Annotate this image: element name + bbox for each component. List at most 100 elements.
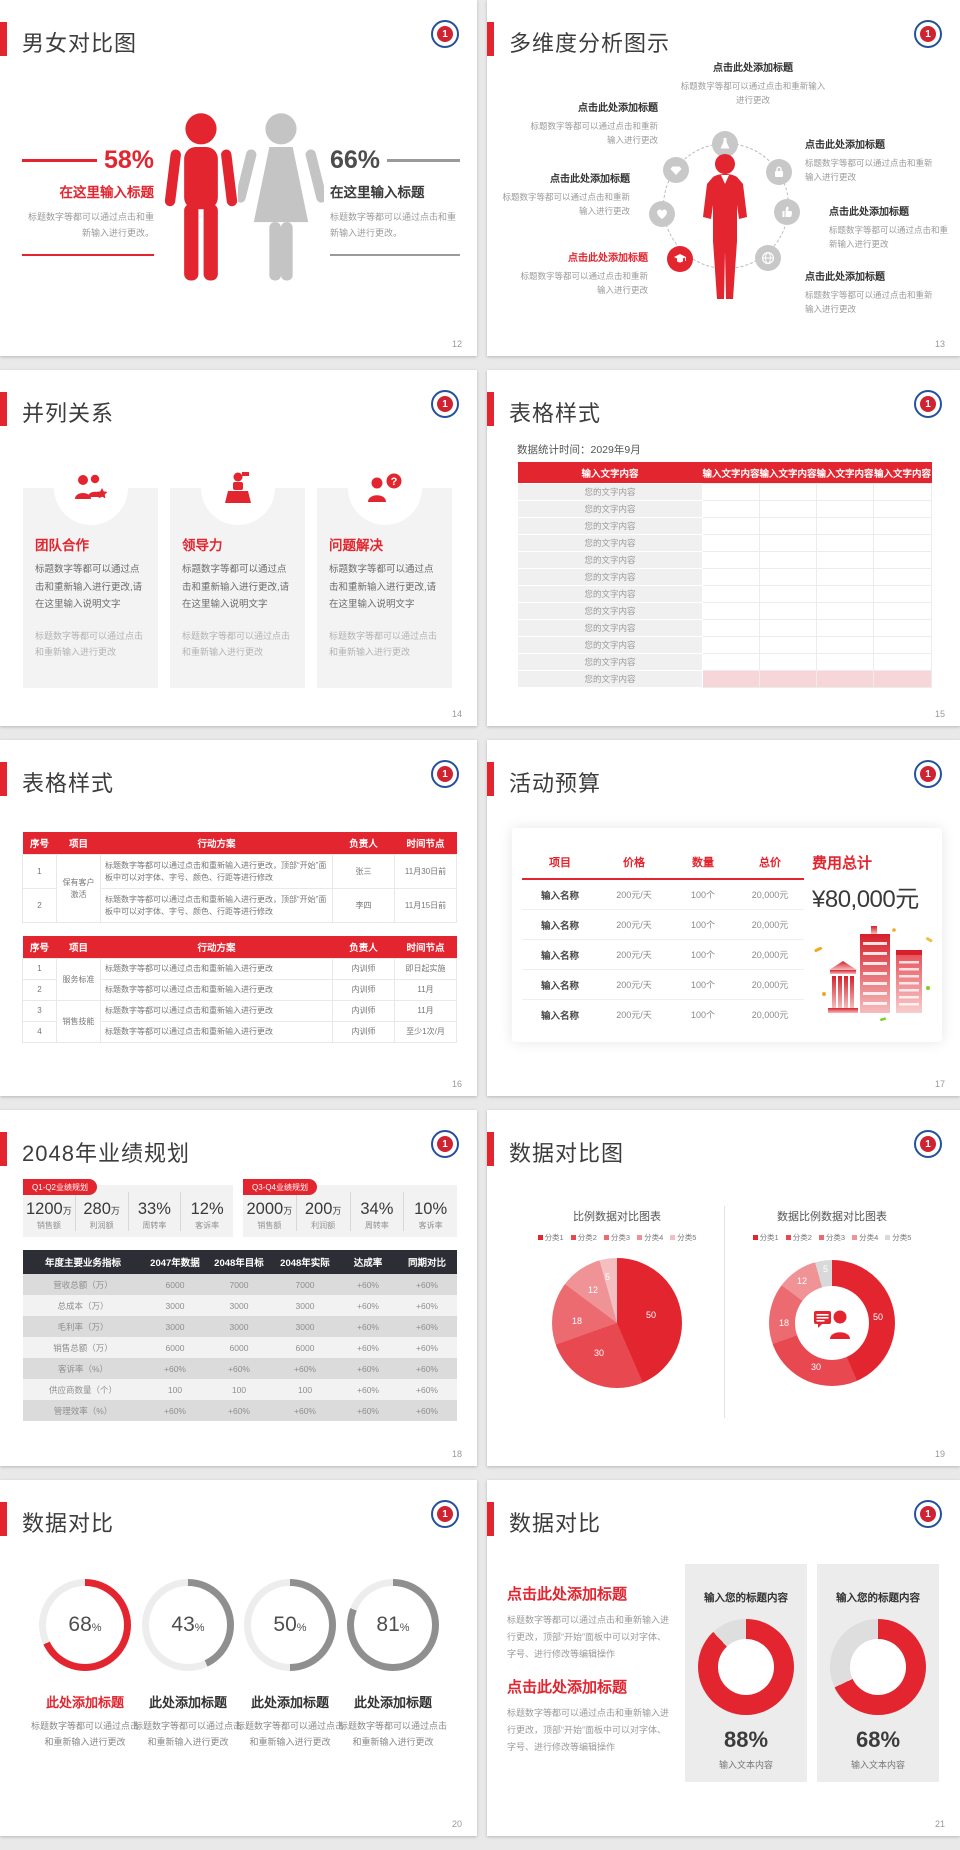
cell: 营收总额（万）	[23, 1274, 143, 1295]
table-row: 您的文字内容	[517, 602, 932, 620]
stat-value: 1200	[26, 1199, 63, 1218]
budget-card: 项目 价格 数量 总价 输入名称 200元/天 100个 20,000元 输入名称 20…	[512, 828, 942, 1042]
cell: 3000	[271, 1316, 339, 1337]
card-heading: 领导力	[182, 538, 223, 553]
column-header: 输入文字内容	[759, 462, 817, 484]
table-row: 3 销售技能 标题数字等都可以通过点击和重新输入进行更改 内训师 11月	[22, 1000, 457, 1043]
empty-cell	[873, 653, 932, 671]
legend-label: 分类4	[859, 1233, 879, 1242]
legend-label: 分类2	[792, 1233, 812, 1242]
stat-unit: 万	[62, 1205, 72, 1216]
empty-cell	[759, 500, 817, 518]
page-title: 数据对比	[509, 1511, 602, 1536]
slide-16-preview[interactable]: 表格样式 1 序号 项目 行动方案 负责人 时间节点 1 保有客户激活 标题数字等都可以…	[0, 740, 477, 1096]
cell: +60%	[397, 1337, 457, 1358]
card-body: 标题数字等都可以通过点击和重新输入进行更改,请在这里输入说明文字	[182, 564, 290, 611]
column-header: 达成率	[339, 1250, 397, 1274]
item-total: 20,000元	[751, 950, 789, 960]
donut-hole	[795, 1286, 869, 1360]
column-header: 价格	[623, 857, 645, 869]
stat-label: 周转率	[364, 1220, 389, 1230]
donut-card-2: 输入您的标题内容 68% 输入文本内容	[817, 1564, 939, 1782]
table-row: 毛利率（万） 3000 3000 3000 +60% +60%	[23, 1316, 457, 1337]
kpi-stat: 34% 周转率	[351, 1191, 405, 1231]
empty-cell	[759, 483, 817, 501]
slice-label: 12	[588, 1285, 599, 1295]
ring-center: 68%	[46, 1586, 124, 1664]
column-header: 同期对比	[397, 1250, 457, 1274]
page-title: 表格样式	[22, 771, 115, 796]
owner-cell: 张三	[332, 854, 395, 889]
cell: +60%	[143, 1358, 207, 1379]
female-body: 标题数字等都可以通过点击和重新输入进行更改。	[330, 212, 457, 239]
card-note: 标题数字等都可以通过点击和重新输入进行更改	[35, 630, 144, 657]
item-name: 输入名称	[540, 890, 579, 902]
item-qty: 100个	[690, 890, 716, 900]
legend-label: 分类2	[577, 1233, 597, 1242]
slide-15-preview[interactable]: 表格样式 1 数据统计时间：2029年9月 输入文字内容 输入文字内容 输入文字内容…	[487, 370, 960, 726]
progress-ring-1: 68%	[39, 1579, 131, 1671]
legend-swatch	[852, 1235, 858, 1240]
row-no: 1	[22, 958, 57, 980]
legend-swatch	[637, 1235, 643, 1240]
plan-cell: 标题数字等都可以通过点击和重新输入进行更改	[100, 1021, 333, 1043]
stat-unit: 万	[283, 1205, 293, 1216]
cell: 3000	[143, 1295, 207, 1316]
row-label: 您的文字内容	[517, 483, 703, 501]
empty-cell	[816, 500, 874, 518]
table-header-row: 年度主要业务指标 2047年数据 2048年目标 2048年实际 达成率 同期对比	[23, 1250, 457, 1274]
empty-cell	[816, 636, 874, 654]
slide-14-preview[interactable]: 并列关系 1 团队合作 标题数字等都可以通过点击和重新输入进行更改,请在这里输入…	[0, 370, 477, 726]
item-price: 200元/天	[616, 920, 652, 930]
male-heading: 在这里输入标题	[59, 185, 155, 200]
column-header: 项目	[549, 857, 571, 869]
feature-body: 标题数字等都可以通过点击和重新输入进行更改	[680, 81, 826, 106]
cell: +60%	[271, 1400, 339, 1421]
slide-19-preview[interactable]: 数据对比图 1 比例数据对比图表 分类1 分类2 分类3 分类4 分类5 50 …	[487, 1110, 960, 1466]
slide-21-preview[interactable]: 数据对比 1 点击此处添加标题 标题数字等都可以通过点击和重新输入进行更改，顶部…	[487, 1480, 960, 1836]
row-label: 您的文字内容	[517, 636, 703, 654]
column-header: 项目	[56, 936, 101, 959]
feature-block-right: 点击此处添加标题 标题数字等都可以通过点击和重新输入进行更改	[829, 206, 955, 252]
row-label: 您的文字内容	[517, 500, 703, 518]
feature-title: 点击此处添加标题	[829, 207, 909, 218]
donut-progress-1	[698, 1619, 794, 1715]
empty-cell	[816, 653, 874, 671]
title-accent-bar	[487, 22, 494, 56]
empty-cell	[702, 653, 760, 671]
row-label: 您的文字内容	[517, 551, 703, 569]
table-row: 输入名称 200元/天 100个 20,000元	[522, 970, 804, 1000]
feature-block-lower-right: 点击此处添加标题 标题数字等都可以通过点击和重新输入进行更改	[805, 271, 935, 317]
slide-17-preview[interactable]: 活动预算 1 项目 价格 数量 总价 输入名称 200元/天 100个 20,000元…	[487, 740, 960, 1096]
column-header: 序号	[22, 936, 57, 959]
budget-table: 项目 价格 数量 总价 输入名称 200元/天 100个 20,000元 输入名称 20…	[522, 854, 804, 1029]
column-header: 2048年目标	[207, 1250, 271, 1274]
percent-sign: %	[296, 1622, 307, 1634]
column-header: 输入文字内容	[517, 462, 703, 484]
feature-body: 标题数字等都可以通过点击和重新输入进行更改	[520, 271, 648, 296]
page-title: 男女对比图	[22, 31, 138, 56]
slide-18-preview[interactable]: 2048年业绩规划 1 Q1-Q2业绩规划 1200万 销售额 280万 利润额 3…	[0, 1110, 477, 1466]
title-accent-bar	[0, 762, 7, 796]
slide-12-preview[interactable]: 男女对比图 1 58% 在这里输入标题 标题数字等都可以通过点击和重新输入进行更…	[0, 0, 477, 356]
cell: +60%	[271, 1358, 339, 1379]
thumbs-up-icon	[774, 199, 800, 225]
panel-badge: Q3-Q4业绩规划	[243, 1179, 318, 1195]
male-percent: 58%	[103, 146, 154, 174]
slide-13-preview[interactable]: 多维度分析图示 1 点击此处添加标题 标题数字等都可以通过点击和重新输入进行更改…	[487, 0, 960, 356]
slide-20-preview[interactable]: 数据对比 1 68% 43% 50% 81% 此处添加标题 标题数字等都可以通过点…	[0, 1480, 477, 1836]
card-caption: 输入文本内容	[850, 1760, 905, 1770]
caption-body: 标题数字等都可以通过点击和重新输入进行更改	[133, 1721, 242, 1747]
card-note: 标题数字等都可以通过点击和重新输入进行更改	[182, 630, 291, 657]
item-name: 输入名称	[540, 950, 579, 962]
feature-body: 标题数字等都可以通过点击和重新输入进行更改	[805, 158, 933, 183]
empty-cell	[702, 619, 760, 637]
text-section-1: 点击此处添加标题 标题数字等都可以通过点击和重新输入进行更改，顶部“开始”面板中…	[507, 1583, 669, 1663]
column-header: 数量	[692, 857, 714, 869]
action-plan-table-2: 序号 项目 行动方案 负责人 时间节点 1 服务标准 标题数字等都可以通过点击和重新输入…	[22, 936, 457, 1043]
legend-label: 分类3	[825, 1233, 846, 1242]
owner-cell: 李四	[332, 888, 395, 923]
empty-cell	[873, 483, 932, 501]
feature-block-top: 点击此处添加标题 标题数字等都可以通过点击和重新输入进行更改	[679, 62, 827, 108]
card-heading: 问题解决	[329, 538, 383, 553]
